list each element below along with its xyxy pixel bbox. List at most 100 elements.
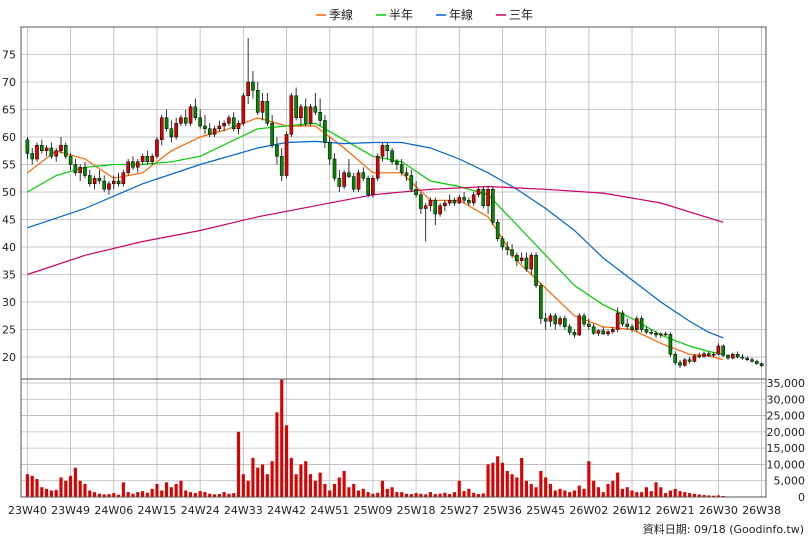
candle-body: [591, 326, 596, 334]
volume-bar: [136, 492, 140, 497]
volume-bar: [630, 490, 634, 497]
candle-body: [351, 176, 356, 190]
volume-bar: [69, 475, 73, 497]
volume-bar: [131, 493, 135, 497]
candle-body: [327, 142, 332, 160]
candle-body: [59, 145, 63, 151]
candle-body: [726, 355, 730, 359]
volume-bar: [289, 457, 293, 497]
volume-bar: [236, 431, 241, 497]
volume-bar: [649, 491, 653, 497]
volume-bar: [93, 492, 97, 497]
candle-body: [179, 117, 183, 124]
candle-body: [68, 156, 73, 165]
price-tick-label: 40: [2, 241, 16, 254]
candle-body: [457, 197, 462, 204]
candle-body: [644, 329, 649, 333]
candle-body: [659, 333, 663, 336]
volume-bar: [73, 467, 77, 497]
volume-bar: [64, 480, 68, 497]
candle-body: [462, 197, 466, 201]
candle-body: [193, 106, 198, 118]
volume-bar: [165, 482, 169, 497]
volume-bar: [524, 480, 529, 497]
volume-tick-label: 25,000: [767, 410, 806, 423]
volume-bar: [361, 488, 365, 497]
candle-body: [399, 164, 404, 173]
volume-bar: [284, 425, 289, 497]
volume-bar: [222, 492, 226, 497]
price-tick-label: 60: [2, 131, 16, 144]
candle-body: [347, 172, 351, 177]
volume-bar: [371, 493, 375, 497]
volume-bar: [390, 487, 394, 497]
candle-body: [97, 178, 102, 182]
candle-body: [44, 147, 49, 151]
candle-body: [30, 153, 35, 160]
candle-body: [471, 194, 476, 204]
volume-bar: [414, 493, 418, 497]
volume-bar: [673, 488, 677, 497]
volume-bar: [179, 480, 183, 497]
candle-body: [275, 145, 279, 157]
candle-body: [155, 139, 159, 157]
volume-bar: [356, 490, 361, 497]
candle-body: [126, 161, 130, 173]
volume-bar: [544, 477, 548, 497]
volume-bars: [25, 379, 725, 497]
candle-body: [236, 123, 241, 129]
volume-bar: [208, 493, 212, 497]
x-tick-label: 24W24: [181, 504, 220, 517]
volume-bar: [275, 412, 279, 497]
candle-body: [270, 123, 274, 146]
candle-body: [707, 353, 711, 356]
volume-bar: [395, 492, 399, 497]
volume-bar: [606, 483, 610, 497]
candle-body: [433, 200, 438, 215]
volume-bar: [174, 483, 178, 497]
volume-bar: [328, 490, 332, 497]
candle-body: [543, 318, 548, 322]
legend-label: 三年: [509, 8, 533, 22]
volume-bar: [568, 492, 572, 497]
candle-body: [683, 359, 687, 366]
price-tick-label: 35: [2, 269, 16, 282]
ma-line-三年: [27, 185, 724, 276]
volume-bar: [491, 462, 495, 497]
candle-body: [231, 117, 236, 129]
candle-body: [635, 318, 639, 330]
volume-bar: [409, 494, 413, 497]
price-tick-label: 20: [2, 351, 16, 364]
volume-bar: [30, 475, 34, 497]
candle-body: [548, 315, 553, 322]
candle-body: [759, 363, 764, 367]
candle-body: [745, 357, 750, 361]
volume-bar: [188, 492, 193, 497]
volume-bar: [716, 495, 720, 497]
price-tick-label: 25: [2, 324, 16, 337]
volume-bar: [212, 494, 217, 497]
x-tick-label: 24W15: [138, 504, 177, 517]
volume-bar: [342, 470, 346, 497]
candle-body: [246, 81, 250, 96]
candle-body: [83, 167, 87, 176]
candle-body: [294, 95, 298, 118]
candle-body: [241, 95, 246, 124]
x-tick-label: 25W09: [353, 504, 392, 517]
candle-body: [539, 285, 543, 319]
candle-body: [620, 312, 625, 325]
x-tick-label: 24W33: [224, 504, 263, 517]
candle-body: [107, 183, 111, 190]
x-tick-label: 26W21: [656, 504, 695, 517]
candle-body: [251, 81, 255, 91]
legend-label: 半年: [389, 8, 413, 22]
candle-body: [198, 117, 202, 127]
volume-bar: [347, 487, 351, 497]
candle-body: [740, 356, 745, 359]
volume-bar: [304, 461, 308, 497]
candle-body: [390, 150, 394, 162]
volume-bar: [678, 491, 682, 497]
volume-bar: [654, 482, 658, 497]
volume-tick-label: 10,000: [767, 458, 806, 471]
